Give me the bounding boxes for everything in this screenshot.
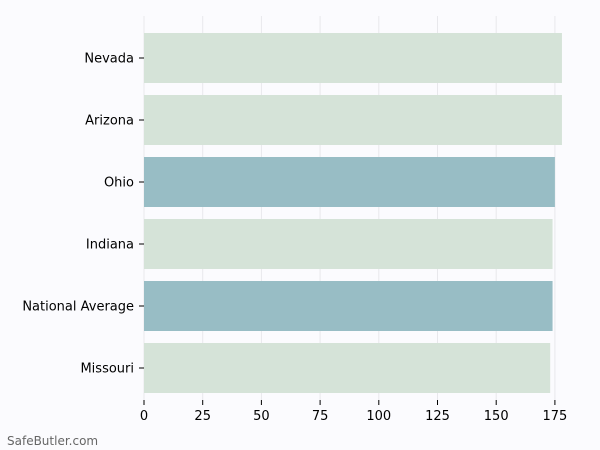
bar: [144, 33, 562, 83]
category-label: Ohio: [104, 176, 134, 191]
x-tick-label: 75: [312, 409, 329, 424]
x-tick-label: 50: [253, 409, 270, 424]
category-label: Arizona: [85, 114, 134, 129]
x-tick-label: 125: [425, 409, 450, 424]
axis-layer: 0 25 50 75 100 125 150 175 Nevada Arizona Ohio Indi…: [22, 52, 567, 425]
bar-layer: [144, 33, 562, 393]
bar: [144, 219, 553, 269]
category-label: Indiana: [86, 238, 134, 253]
bar: [144, 95, 562, 145]
x-tick-label: 175: [542, 409, 567, 424]
x-tick-label: 25: [194, 409, 211, 424]
bar: [144, 281, 553, 331]
bar: [144, 343, 551, 393]
x-tick-label: 0: [140, 409, 148, 424]
watermark-text: SafeButler.com: [7, 434, 99, 448]
x-tick-label: 150: [484, 409, 509, 424]
x-tick-label: 100: [366, 409, 391, 424]
bar: [144, 157, 555, 207]
category-label: National Average: [22, 300, 134, 315]
category-label: Missouri: [80, 362, 134, 377]
category-label: Nevada: [84, 52, 134, 67]
